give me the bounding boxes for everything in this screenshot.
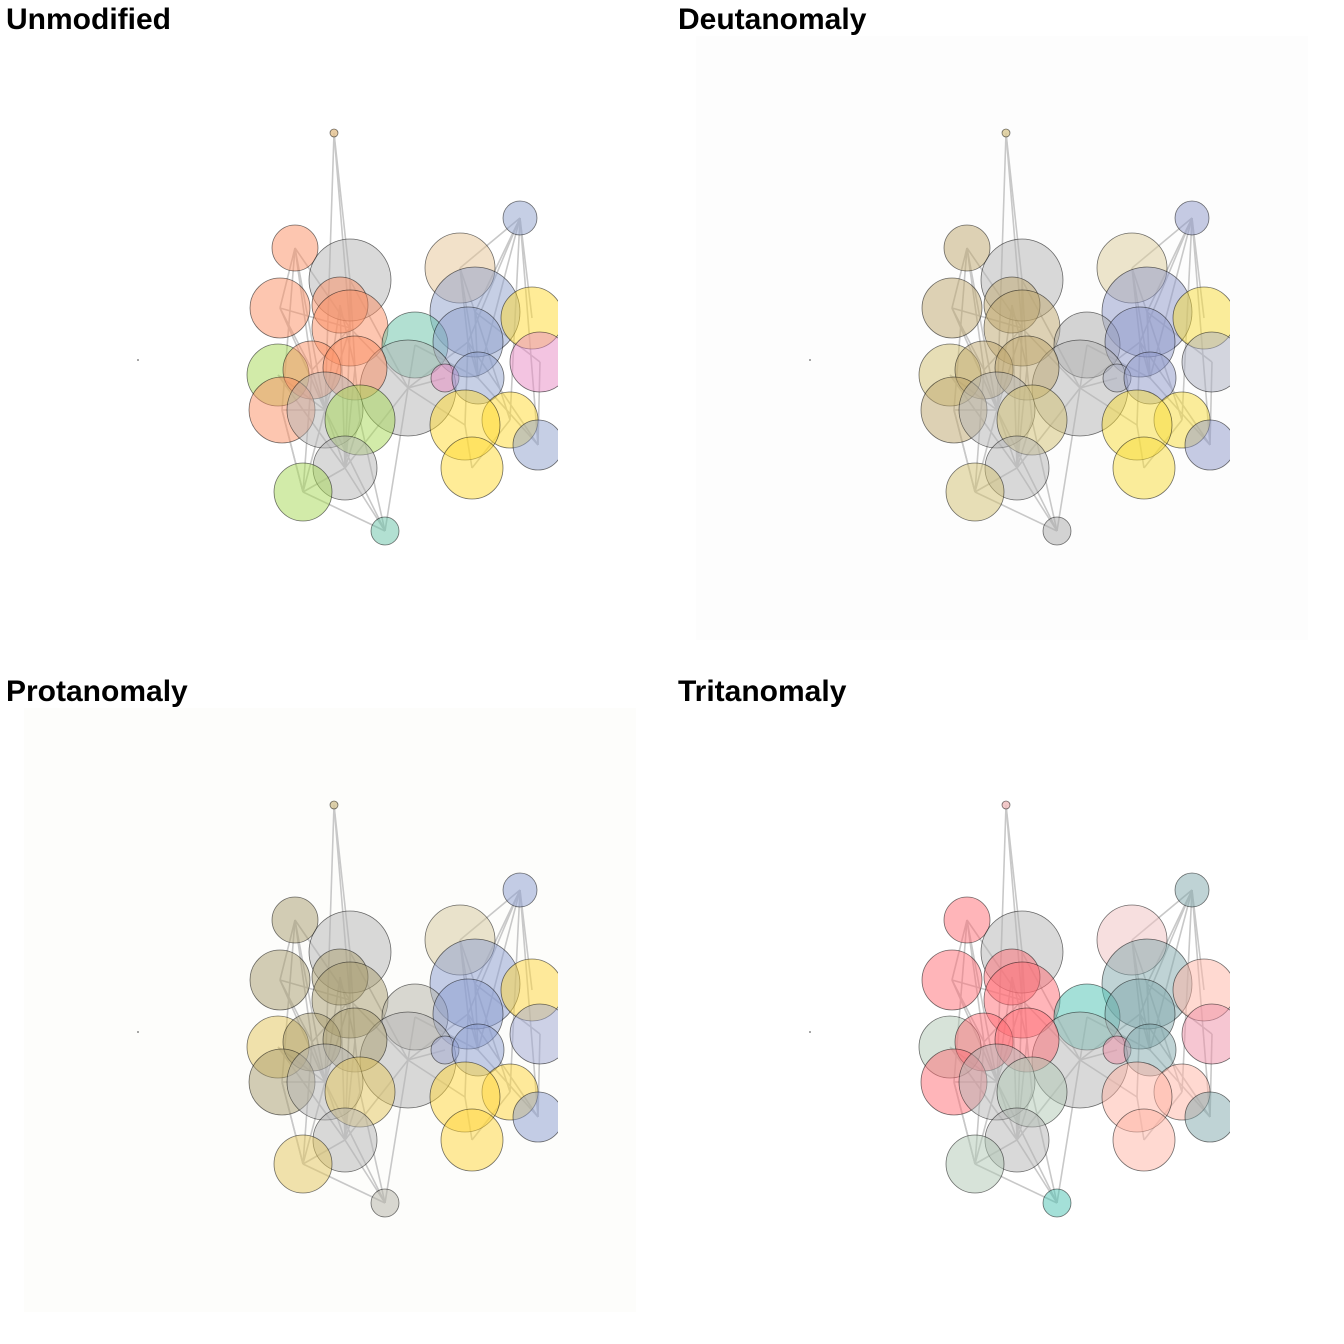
network-node <box>440 1108 504 1172</box>
network-graph <box>808 128 1230 546</box>
nodes <box>808 128 1230 546</box>
network-node <box>1174 872 1210 908</box>
network-node <box>136 1031 139 1034</box>
nodes <box>136 128 558 546</box>
network-node <box>945 1134 1005 1194</box>
network-node <box>1001 128 1011 138</box>
panel-unmodified: Unmodified <box>0 0 672 672</box>
network-node <box>921 277 983 339</box>
network-layer <box>136 128 558 546</box>
network-node <box>945 462 1005 522</box>
network-graph <box>136 800 558 1218</box>
network-node <box>273 1134 333 1194</box>
panel-title: Deutanomaly <box>678 3 867 36</box>
network-node <box>329 128 339 138</box>
network-node <box>1001 800 1011 810</box>
nodes <box>808 800 1230 1218</box>
network-node <box>370 1188 400 1218</box>
nodes <box>136 800 558 1218</box>
network-node <box>271 224 319 272</box>
panel-title: Unmodified <box>6 3 171 36</box>
network-node <box>509 331 558 393</box>
network-node <box>921 949 983 1011</box>
network-node <box>329 800 339 810</box>
network-node <box>1181 1003 1230 1065</box>
network-node <box>1174 200 1210 236</box>
network-node <box>808 1031 811 1034</box>
network-node <box>943 896 991 944</box>
network-layer <box>808 128 1230 546</box>
network-node <box>1181 331 1230 393</box>
network-node <box>502 872 538 908</box>
network-node <box>1184 419 1230 471</box>
network-node <box>1112 436 1176 500</box>
network-layer <box>808 800 1230 1218</box>
network-node <box>273 462 333 522</box>
network-node <box>509 1003 558 1065</box>
network-graph <box>136 128 558 546</box>
network-node <box>136 359 139 362</box>
network-node <box>808 359 811 362</box>
network-node <box>1184 1091 1230 1143</box>
network-node <box>370 516 400 546</box>
network-node <box>271 896 319 944</box>
panel-title: Tritanomaly <box>678 675 847 708</box>
network-node <box>1112 1108 1176 1172</box>
network-node <box>1042 516 1072 546</box>
network-node <box>249 949 311 1011</box>
network-node <box>1042 1188 1072 1218</box>
network-node <box>440 436 504 500</box>
network-node <box>512 1091 558 1143</box>
network-node <box>943 224 991 272</box>
panel-protanomaly: Protanomaly <box>0 672 672 1344</box>
panel-deutanomaly: Deutanomaly <box>672 0 1344 672</box>
network-layer <box>136 800 558 1218</box>
network-graph <box>808 800 1230 1218</box>
panel-tritanomaly: Tritanomaly <box>672 672 1344 1344</box>
panel-title: Protanomaly <box>6 675 188 708</box>
network-node <box>512 419 558 471</box>
network-node <box>502 200 538 236</box>
network-node <box>249 277 311 339</box>
